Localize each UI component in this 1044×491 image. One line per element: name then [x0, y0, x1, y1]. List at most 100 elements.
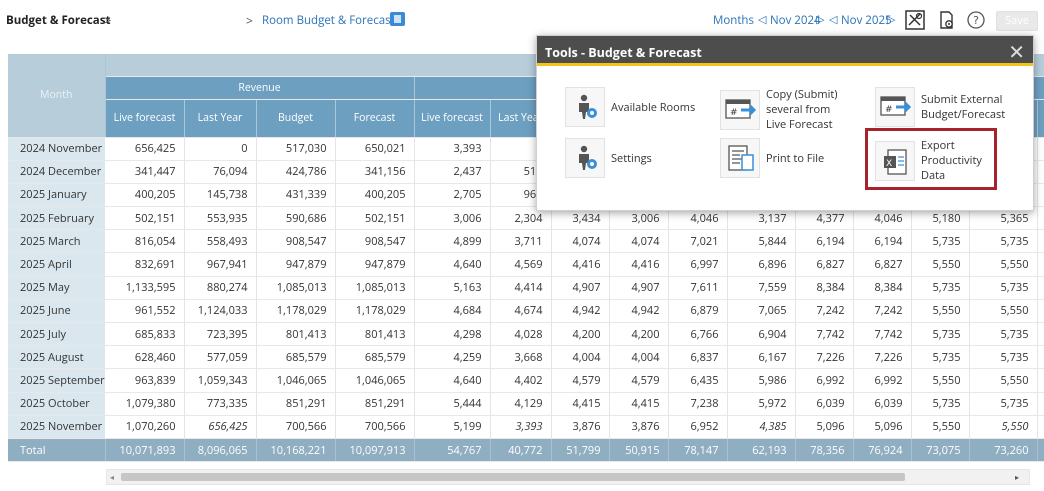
grid-cell[interactable]: 3,876 — [551, 415, 610, 439]
grid-cell[interactable]: 5,550 — [911, 252, 970, 277]
grid-cell[interactable] — [1037, 137, 1044, 161]
col-rooms-live-forecast[interactable]: Live forecast — [414, 99, 491, 138]
grid-cell[interactable]: 5,844 — [727, 229, 796, 254]
period-type-link[interactable]: Months — [713, 13, 754, 28]
grid-cell[interactable] — [1037, 368, 1044, 393]
grid-cell[interactable]: 5,199 — [414, 415, 491, 439]
video-help-icon[interactable] — [390, 12, 405, 26]
help-icon[interactable]: ? — [966, 10, 986, 30]
grid-cell[interactable]: 3,393 — [490, 415, 552, 439]
grid-cell[interactable]: 4,415 — [551, 392, 610, 416]
grid-cell[interactable]: 908,547 — [335, 229, 415, 254]
grid-cell[interactable]: 4,684 — [414, 299, 491, 324]
grid-cell[interactable]: 8,384 — [795, 276, 854, 300]
grid-cell[interactable]: 7,065 — [727, 299, 796, 324]
period-end-label[interactable]: Nov 2025 — [841, 13, 892, 28]
next-start-arrow-icon[interactable]: ▷ — [816, 12, 825, 27]
grid-cell[interactable]: 4,377 — [795, 206, 854, 231]
settings-tool[interactable]: Settings — [565, 138, 652, 178]
grid-cell[interactable]: 4,046 — [668, 206, 728, 231]
grid-cell[interactable]: 5,735 — [911, 392, 970, 416]
grid-cell[interactable]: 4,907 — [551, 276, 610, 300]
grid-cell[interactable]: 7,226 — [853, 345, 912, 370]
grid-cell[interactable]: 947,879 — [256, 252, 336, 277]
grid-cell[interactable]: 5,550 — [911, 415, 970, 439]
grid-cell[interactable]: 577,059 — [184, 345, 257, 370]
grid-cell[interactable]: 502,151 — [105, 206, 185, 231]
grid-cell[interactable]: 424,786 — [256, 160, 336, 184]
grid-cell[interactable]: 3,006 — [609, 206, 669, 231]
grid-cell[interactable]: 4,074 — [551, 229, 610, 254]
col-hidden-15[interactable] — [1037, 99, 1044, 138]
col-revenue-budget[interactable]: Budget — [256, 99, 336, 138]
grid-cell[interactable]: 5,550 — [969, 252, 1038, 277]
grid-cell[interactable]: 4,074 — [609, 229, 669, 254]
grid-cell[interactable]: 967,941 — [184, 252, 257, 277]
grid-cell[interactable]: 832,691 — [105, 252, 185, 277]
grid-cell[interactable]: 7,742 — [795, 322, 854, 347]
grid-cell[interactable]: 685,579 — [256, 345, 336, 370]
grid-cell[interactable]: 341,156 — [335, 160, 415, 184]
prev-end-arrow-icon[interactable]: ◁ — [829, 12, 838, 27]
grid-cell[interactable]: 4,579 — [609, 368, 669, 393]
grid-cell[interactable]: 341,447 — [105, 160, 185, 184]
grid-cell[interactable]: 961,552 — [105, 299, 185, 324]
grid-cell[interactable]: 4,402 — [490, 368, 552, 393]
grid-cell[interactable]: 4,385 — [727, 415, 796, 439]
grid-cell[interactable]: 6,194 — [795, 229, 854, 254]
grid-cell[interactable]: 2,437 — [414, 160, 491, 184]
grid-cell[interactable]: 1,178,029 — [335, 299, 415, 324]
grid-cell[interactable]: 5,735 — [911, 276, 970, 300]
settings-document-icon[interactable] — [937, 10, 957, 30]
grid-cell[interactable]: 517,030 — [256, 137, 336, 161]
grid-cell[interactable]: 3,393 — [414, 137, 491, 161]
grid-cell[interactable]: 801,413 — [256, 322, 336, 347]
grid-cell[interactable]: 685,579 — [335, 345, 415, 370]
grid-cell[interactable]: 3,876 — [609, 415, 669, 439]
period-start-label[interactable]: Nov 2024 — [770, 13, 821, 28]
grid-cell[interactable]: 5,735 — [911, 322, 970, 347]
grid-cell[interactable] — [1037, 299, 1044, 324]
copy-submit-tool[interactable]: # Copy (Submit) several from Live Foreca… — [720, 87, 838, 132]
grid-cell[interactable]: 1,085,013 — [256, 276, 336, 300]
grid-cell[interactable]: 3,137 — [727, 206, 796, 231]
grid-cell[interactable]: 6,992 — [795, 368, 854, 393]
submit-external-tool[interactable]: # Submit External Budget/Forecast — [875, 87, 1005, 127]
grid-cell[interactable]: 2,705 — [414, 183, 491, 208]
print-to-file-tool[interactable]: Print to File — [720, 138, 824, 178]
grid-cell[interactable]: 7,559 — [727, 276, 796, 300]
grid-cell[interactable] — [1037, 392, 1044, 416]
grid-cell[interactable]: 6,896 — [727, 252, 796, 277]
grid-cell[interactable]: 656,425 — [105, 137, 185, 161]
grid-cell[interactable]: 558,493 — [184, 229, 257, 254]
grid-cell[interactable]: 4,416 — [609, 252, 669, 277]
grid-cell[interactable]: 1,046,065 — [256, 368, 336, 393]
grid-cell[interactable]: 5,444 — [414, 392, 491, 416]
save-button[interactable]: Save — [996, 11, 1038, 31]
grid-cell[interactable]: 1,079,380 — [105, 392, 185, 416]
grid-cell[interactable]: 700,566 — [256, 415, 336, 439]
grid-cell[interactable]: 2,304 — [490, 206, 552, 231]
grid-cell[interactable]: 3,668 — [490, 345, 552, 370]
grid-cell[interactable]: 5,735 — [969, 322, 1038, 347]
grid-cell[interactable]: 4,942 — [609, 299, 669, 324]
grid-cell[interactable] — [1037, 160, 1044, 184]
col-revenue-forecast[interactable]: Forecast — [335, 99, 415, 138]
grid-cell[interactable]: 723,395 — [184, 322, 257, 347]
grid-cell[interactable] — [1037, 415, 1044, 439]
export-productivity-tool[interactable]: X Export Productivity Data — [875, 138, 982, 183]
grid-cell[interactable]: 1,059,343 — [184, 368, 257, 393]
grid-cell[interactable]: 5,735 — [969, 392, 1038, 416]
grid-cell[interactable] — [1037, 276, 1044, 300]
available-rooms-tool[interactable]: Available Rooms — [565, 87, 695, 127]
next-end-arrow-icon[interactable]: ▷ — [887, 12, 896, 27]
grid-cell[interactable]: 4,004 — [609, 345, 669, 370]
grid-cell[interactable]: 4,569 — [490, 252, 552, 277]
grid-cell[interactable]: 947,879 — [335, 252, 415, 277]
grid-cell[interactable]: 502,151 — [335, 206, 415, 231]
grid-cell[interactable]: 4,200 — [551, 322, 610, 347]
grid-cell[interactable]: 851,291 — [256, 392, 336, 416]
grid-cell[interactable] — [1037, 322, 1044, 347]
scroll-thumb[interactable] — [121, 473, 905, 481]
col-revenue-live-forecast[interactable]: Live forecast — [105, 99, 185, 138]
